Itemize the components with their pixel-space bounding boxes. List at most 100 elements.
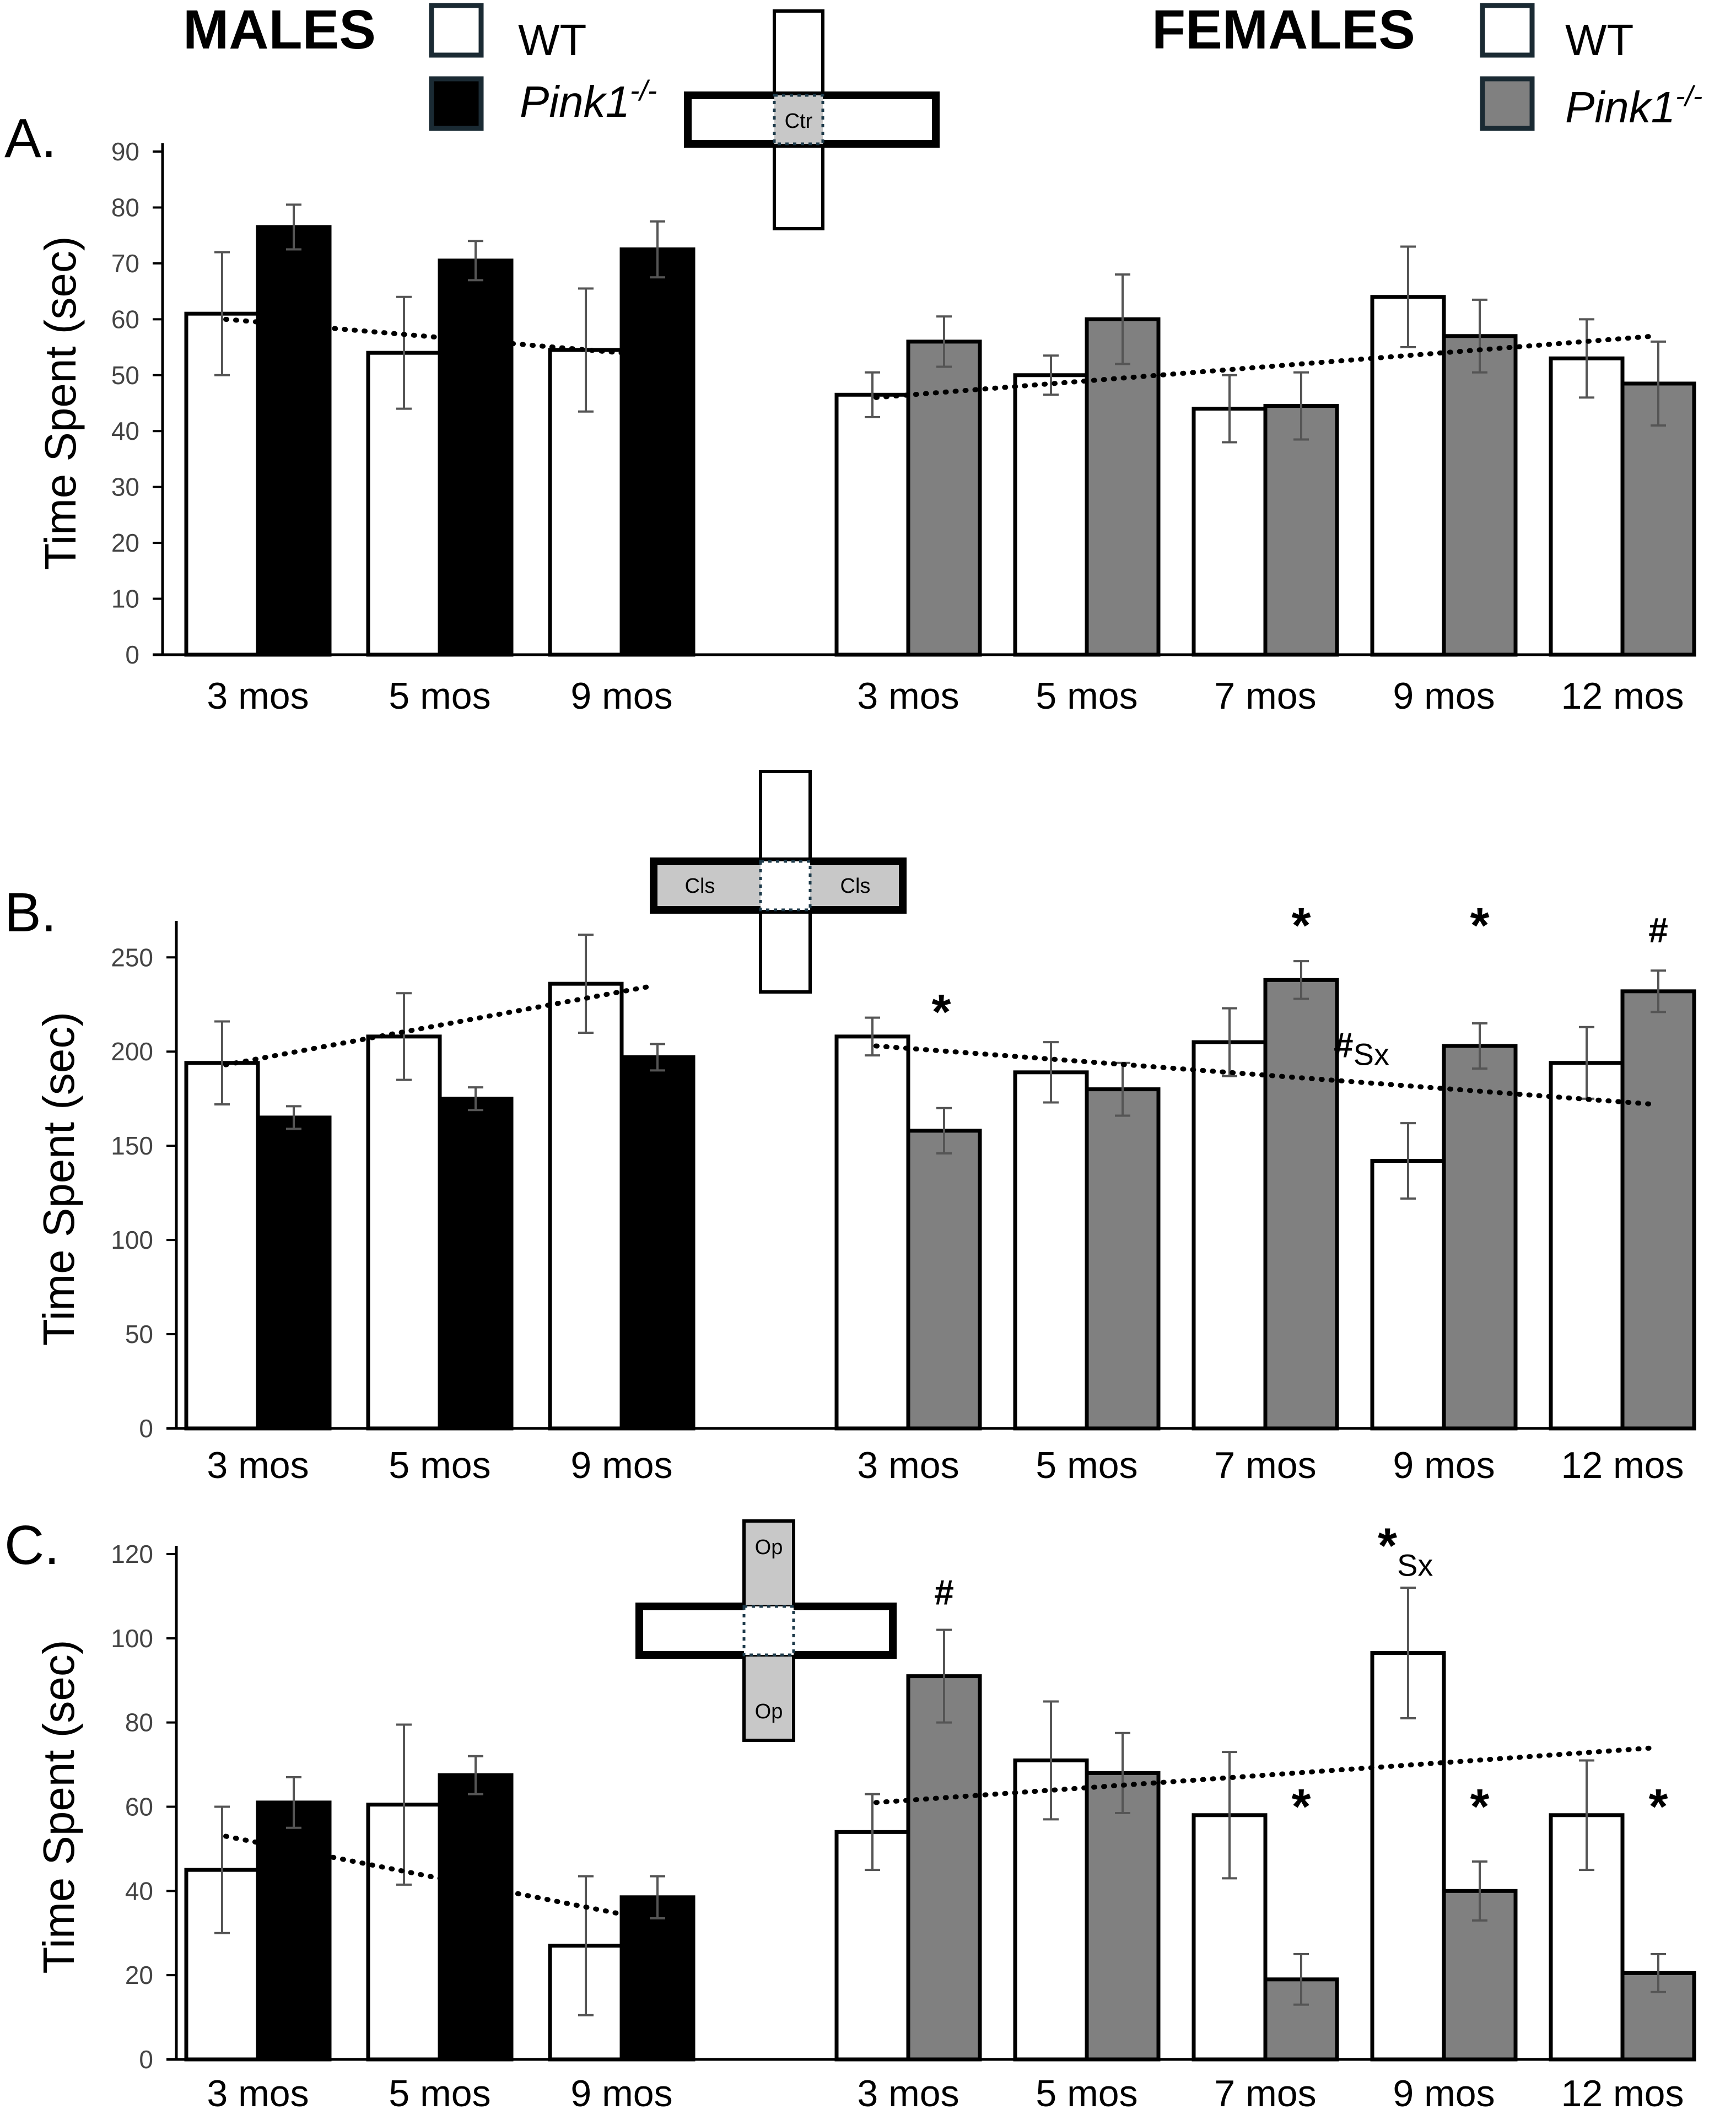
bar-wt [1013, 373, 1089, 657]
x-tick-label: 9 mos [570, 1444, 672, 1486]
y-tick-label: 100 [111, 1226, 153, 1254]
y-axis-label: Time Spent (sec) [34, 1639, 83, 1973]
x-tick-label: 5 mos [1036, 1444, 1137, 1486]
maze-open-zone [742, 1519, 795, 1608]
x-tick-label: 9 mos [1393, 2073, 1495, 2109]
x-tick-label: 7 mos [1214, 2073, 1316, 2109]
maze-closed-zone [657, 865, 761, 906]
y-tick-label: 80 [111, 193, 139, 222]
bar-pink1 [906, 1129, 982, 1431]
maze-zone-label: Op [755, 1536, 783, 1559]
y-axis-label: Time Spent (sec) [34, 1012, 83, 1346]
y-axis-label: Time Spent (sec) [36, 236, 85, 570]
maze-zone-label: Cls [840, 875, 871, 898]
legend-males-title: MALES [183, 0, 376, 61]
y-tick-label: 0 [139, 1414, 153, 1443]
y-tick-label: 30 [111, 473, 139, 501]
significance-asterisk: * [1470, 898, 1489, 953]
maze-zone-label: Op [755, 1700, 783, 1723]
trend-line [223, 1833, 656, 1923]
y-tick-label: 0 [139, 2045, 153, 2074]
bar-pink1 [906, 1674, 982, 2062]
y-tick-label: 150 [111, 1131, 153, 1160]
bar-pink1 [438, 258, 514, 657]
maze-center-zone [773, 94, 824, 145]
panel-c: C. Time Spent (sec) 0 20 40 60 80 100 120 3 mos 5 … [4, 1514, 1696, 2109]
maze-icon: Op Op [635, 1519, 897, 1742]
y-tick-label: 20 [111, 528, 139, 557]
bar-wt [1192, 407, 1268, 657]
bar-pink1 [256, 1800, 332, 2062]
bar-pink1 [1263, 978, 1339, 1431]
bar-wt [1549, 356, 1625, 657]
x-tick-label: 7 mos [1214, 1444, 1316, 1486]
y-tick-label: 10 [111, 585, 139, 613]
x-tick-label: 12 mos [1561, 2073, 1684, 2109]
bar-wt [1549, 1061, 1625, 1431]
y-tick-label: 100 [111, 1624, 153, 1653]
bar-pink1 [1085, 317, 1161, 657]
x-tick-label: 5 mos [389, 1444, 490, 1486]
bar-wt [548, 981, 624, 1431]
x-tick-label: 12 mos [1561, 1444, 1684, 1486]
legend-males-wt-label: WT [518, 15, 586, 64]
significance-hash: # [1648, 910, 1668, 950]
y-tick-label: 120 [111, 1540, 153, 1568]
legend-males-ko-label: Pink1-/- [520, 75, 657, 126]
y-tick-label: 60 [111, 305, 139, 333]
legend-females-wt-label: WT [1565, 15, 1633, 64]
maze-closed-zone [810, 865, 899, 906]
legend-females-title: FEMALES [1152, 0, 1415, 61]
bar-pink1 [1085, 1087, 1161, 1431]
legend-males-ko-swatch [429, 76, 484, 131]
maze-icon: Cls Cls [650, 770, 907, 994]
x-tick-label: 9 mos [570, 2073, 672, 2109]
y-tick-label: 40 [111, 417, 139, 445]
legend-females-ko-sup: -/- [1675, 80, 1702, 112]
significance-asterisk: * [1648, 1779, 1668, 1835]
x-tick-label: 9 mos [1393, 675, 1495, 717]
maze-center-zone [742, 1605, 795, 1657]
x-tick-label: 3 mos [857, 2073, 959, 2109]
maze-zone-label: Ctr [785, 110, 813, 133]
trend-line [223, 316, 656, 358]
bar-wt [366, 1034, 442, 1431]
bar-wt [834, 392, 910, 657]
bar-pink1 [1442, 334, 1518, 657]
legend-females-wt-swatch [1480, 3, 1535, 58]
significance-hash: #Sx [1334, 1025, 1389, 1071]
panel-label: B. [4, 882, 56, 943]
trend-line [223, 983, 656, 1067]
x-tick-label: 3 mos [857, 1444, 959, 1486]
y-tick-label: 50 [111, 361, 139, 390]
y-tick-label: 80 [125, 1708, 153, 1737]
bar-pink1 [1620, 989, 1696, 1431]
bar-pink1 [1442, 1044, 1518, 1431]
y-tick-label: 0 [125, 640, 139, 669]
bar-pink1 [619, 1055, 696, 1431]
trend-line [874, 1043, 1657, 1107]
panel-label: A. [4, 107, 56, 169]
trend-line [874, 1745, 1657, 1805]
bar-pink1 [619, 1895, 696, 2062]
x-tick-label: 5 mos [1036, 675, 1137, 717]
y-tick-label: 90 [111, 137, 139, 166]
bar-wt [1370, 295, 1446, 657]
x-tick-label: 7 mos [1214, 675, 1316, 717]
x-tick-label: 9 mos [1393, 1444, 1495, 1486]
significance-asterisk: * [931, 985, 951, 1040]
y-tick-label: 200 [111, 1037, 153, 1066]
panel-label: C. [4, 1514, 60, 1576]
panel-b: B. Time Spent (sec) 0 50 100 150 200 250 3 mos 5 … [4, 770, 1696, 1486]
significance-hash: # [934, 1573, 954, 1612]
y-tick-label: 40 [125, 1876, 153, 1905]
x-tick-label: 5 mos [1036, 2073, 1137, 2109]
y-tick-label: 60 [125, 1793, 153, 1821]
bar-pink1 [619, 247, 696, 657]
panel-a: A. Time Spent (sec) 0 10 20 30 40 50 60 70 80 90 3 m… [4, 9, 1696, 717]
x-tick-label: 3 mos [857, 675, 959, 717]
bar-wt [1013, 1070, 1089, 1431]
legend-males-ko-sup: -/- [630, 75, 657, 107]
x-tick-label: 9 mos [570, 675, 672, 717]
